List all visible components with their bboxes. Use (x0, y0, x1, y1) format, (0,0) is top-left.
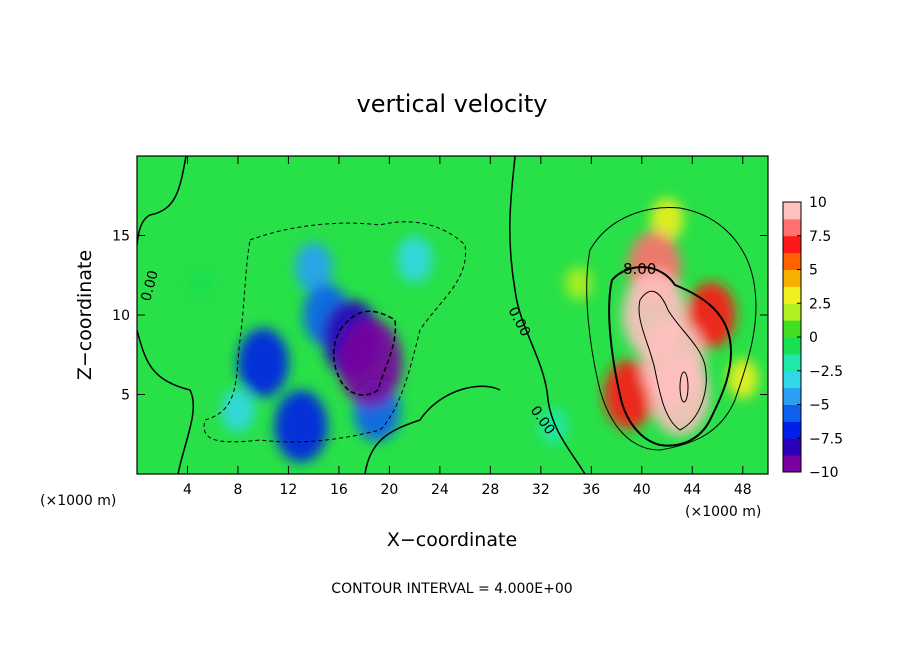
colorbar-swatch-1 (783, 438, 801, 456)
velocity-field (187, 198, 759, 463)
colorbar-swatch-10 (783, 286, 801, 304)
x-tick-label-5: 24 (431, 482, 449, 498)
contour-lines (137, 156, 757, 474)
colorbar-label-4: 0 (809, 330, 818, 346)
colorbar-swatch-5 (783, 370, 801, 389)
chart-title: vertical velocity (357, 90, 548, 118)
colorbar-swatch-12 (783, 252, 801, 270)
x-tick-label-1: 8 (233, 482, 242, 498)
zero-contour-left-bottom (137, 329, 195, 474)
positive-contour-4 (586, 207, 757, 451)
colorbar-swatch-6 (783, 353, 801, 372)
y-axis: 5 10 15 (112, 229, 768, 404)
field-cell-8 (221, 388, 255, 432)
field-cell-10 (187, 268, 213, 299)
positive-contour-8 (608, 266, 732, 447)
colorbar-swatch-14 (783, 218, 801, 237)
colorbar-swatch-9 (783, 303, 801, 321)
colorbar-swatch-11 (783, 269, 801, 287)
field-cell-18 (727, 358, 759, 399)
field-cell-3 (237, 328, 289, 398)
field-cell-19 (565, 266, 592, 301)
colorbar-swatch-0 (783, 455, 801, 473)
colorbar-label-6: −5 (809, 398, 830, 414)
zero-contour-middle (509, 156, 586, 474)
colorbar-label-5: −2.5 (809, 364, 843, 380)
field-cell-6 (294, 242, 333, 293)
strong-negative-contour (333, 310, 397, 396)
field-cell-7 (396, 236, 433, 283)
field-cell-4 (274, 390, 328, 463)
x-unit-label-right: (×1000 m) (685, 504, 761, 520)
colorbar-label-7: −7.5 (809, 431, 843, 447)
x-tick-label-6: 28 (481, 482, 499, 498)
zero-contour-lower (364, 385, 501, 474)
y-tick-label-1: 10 (112, 308, 130, 324)
colorbar-label-0: 10 (809, 195, 827, 211)
x-tick-label-10: 44 (683, 482, 701, 498)
x-tick-label-8: 36 (582, 482, 600, 498)
zero-contour-left-top (137, 156, 187, 246)
y-tick-label-0: 5 (121, 388, 130, 404)
x-unit-label-left: (×1000 m) (40, 493, 116, 509)
positive-contour-12 (638, 290, 707, 431)
colorbar-swatch-3 (783, 404, 801, 422)
colorbar-swatch-13 (783, 235, 801, 254)
colorbar-label-2: 5 (809, 263, 818, 279)
colorbar-swatch-2 (783, 421, 801, 439)
colorbar-swatch-15 (783, 202, 801, 220)
x-axis: 4 8 12 16 20 24 28 32 36 40 44 48 (183, 156, 752, 498)
colorbar-label-8: −10 (809, 465, 839, 481)
y-tick-label-2: 15 (112, 229, 130, 245)
contour-label-left: 0.00 (138, 269, 162, 303)
x-tick-label-11: 48 (734, 482, 752, 498)
x-tick-label-4: 20 (380, 482, 398, 498)
contour-interval-label: CONTOUR INTERVAL = 4.000E+00 (331, 581, 572, 597)
x-tick-label-0: 4 (183, 482, 192, 498)
positive-contour-16 (679, 371, 689, 403)
y-axis-label: Z−coordinate (74, 250, 96, 380)
field-cell-0 (338, 318, 403, 407)
colorbar-label-3: 2.5 (809, 296, 831, 312)
contour-label-positive: 8.00 (623, 260, 656, 278)
field-cell-15 (686, 282, 736, 348)
x-tick-label-2: 12 (280, 482, 298, 498)
x-tick-label-9: 40 (633, 482, 651, 498)
colorbar: 10 7.5 5 2.5 0 −2.5 −5 −7.5 −10 (782, 195, 843, 481)
colorbar-swatch-4 (783, 387, 801, 405)
x-axis-label: X−coordinate (387, 529, 517, 551)
x-tick-label-3: 16 (330, 482, 348, 498)
colorbar-label-1: 7.5 (809, 229, 831, 245)
field-cell-12 (641, 318, 706, 407)
x-tick-label-7: 32 (532, 482, 550, 498)
colorbar-swatch-7 (783, 337, 801, 355)
colorbar-swatch-8 (783, 320, 801, 338)
plot-area: 0.00 0.00 0.00 8.00 (136, 155, 769, 475)
field-cell-17 (650, 198, 684, 242)
